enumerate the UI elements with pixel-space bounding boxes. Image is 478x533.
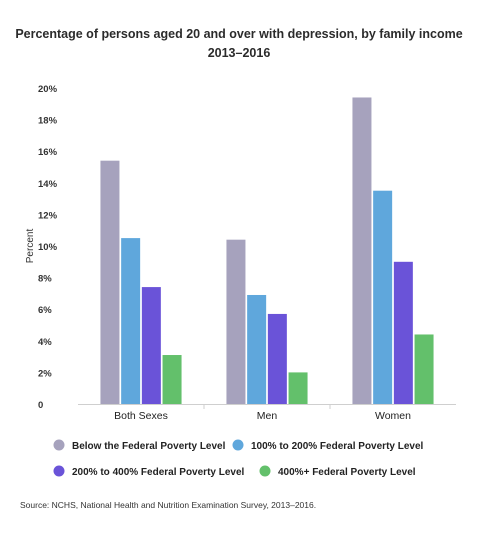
- legend-marker: [53, 439, 65, 451]
- bar: [352, 97, 372, 404]
- y-tick-label: 8%: [38, 274, 52, 285]
- bar: [373, 190, 393, 404]
- legend-label: 200% to 400% Federal Poverty Level: [72, 467, 245, 478]
- y-tick-label: 12%: [38, 210, 58, 221]
- source-note: Source: NCHS, National Health and Nutrit…: [20, 500, 317, 510]
- bar: [267, 313, 287, 404]
- bar: [226, 239, 246, 404]
- legend-marker: [259, 465, 271, 477]
- chart-subtitle: 2013–2016: [207, 46, 271, 60]
- bar: [121, 238, 141, 404]
- bar: [247, 294, 267, 404]
- y-tick-label: 10%: [38, 242, 58, 253]
- y-tick-label: 18%: [38, 116, 58, 127]
- legend-marker: [53, 465, 65, 477]
- legend-marker: [232, 439, 244, 451]
- legend-label: Below the Federal Poverty Level: [72, 441, 226, 452]
- bar: [141, 287, 161, 404]
- bar-chart: 0 2% 4% 6% 8% 10% 12% 14% 16% 18% 20% Percent Both S…: [25, 84, 456, 478]
- bar: [393, 261, 413, 404]
- x-category-label: Women: [375, 410, 411, 422]
- x-category-label: Men: [257, 410, 278, 422]
- y-axis-label: Percent: [25, 229, 36, 264]
- bar: [162, 355, 182, 404]
- chart-title-line: Percentage of persons aged 20 and over w…: [15, 27, 463, 41]
- y-tick-label: 4%: [38, 337, 52, 348]
- x-category-label: Both Sexes: [114, 410, 168, 422]
- bar: [288, 372, 308, 404]
- y-tick-label: 6%: [38, 305, 52, 316]
- bar: [100, 160, 120, 404]
- legend-label: 400%+ Federal Poverty Level: [278, 467, 416, 478]
- chart-title: Percentage of persons aged 20 and over w…: [0, 25, 478, 63]
- y-tick-label: 20%: [38, 84, 58, 95]
- bar: [414, 334, 434, 404]
- y-tick-label: 14%: [38, 179, 58, 190]
- legend-label: 100% to 200% Federal Poverty Level: [251, 441, 424, 452]
- y-tick-label: 16%: [38, 147, 58, 158]
- y-tick-label: 0: [38, 400, 43, 411]
- y-tick-label: 2%: [38, 368, 52, 379]
